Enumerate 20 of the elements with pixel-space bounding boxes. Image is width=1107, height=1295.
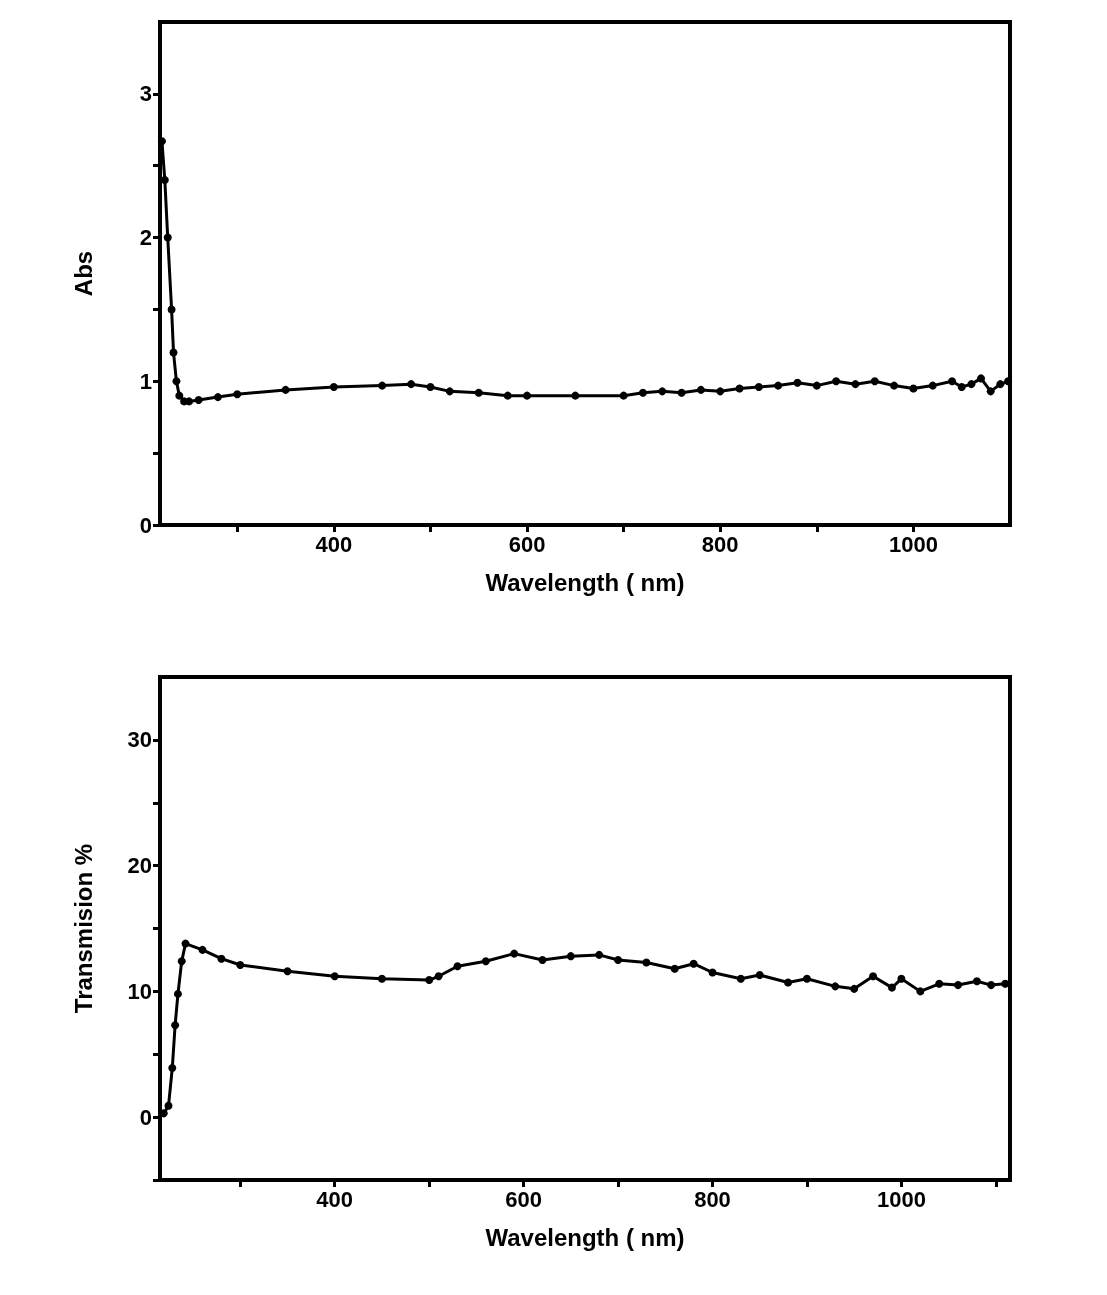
y-tick-label: 0 — [139, 512, 152, 538]
y-tick-label: 0 — [139, 1104, 152, 1130]
x-tick-label: 600 — [508, 531, 546, 557]
y-tick-label: 2 — [139, 225, 152, 251]
x-tick-label: 400 — [315, 531, 353, 557]
y-tick-label: 30 — [127, 727, 152, 753]
x-tick-label: 800 — [701, 531, 739, 557]
x-axis-title: Wavelength ( nm) — [485, 1223, 685, 1251]
y-tick-label: 10 — [127, 978, 152, 1004]
x-tick-label: 800 — [694, 1186, 731, 1212]
x-tick-label: 1000 — [876, 1186, 926, 1212]
y-tick-label: 1 — [139, 368, 152, 394]
y-tick-label: 3 — [139, 81, 152, 107]
x-tick-label: 1000 — [888, 531, 938, 557]
y-axis-title: Transmision % — [69, 843, 97, 1014]
y-tick-label: 20 — [127, 853, 152, 879]
x-tick-label: 600 — [505, 1186, 542, 1212]
x-axis-title: Wavelength ( nm) — [485, 568, 685, 596]
y-axis-title: Abs — [69, 250, 97, 297]
x-tick-label: 400 — [316, 1186, 354, 1212]
